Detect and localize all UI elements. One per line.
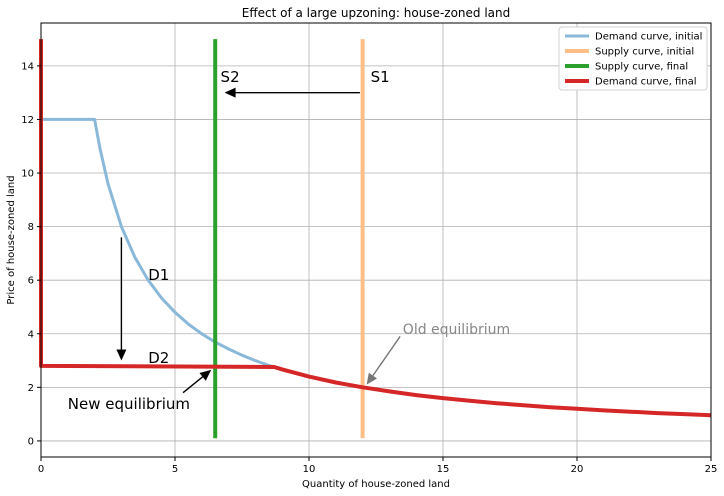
legend: Demand curve, initial Supply curve, initi…	[558, 26, 708, 91]
arrow-shaft-4	[372, 336, 401, 377]
legend-label-demand-curve-initial: Demand curve, initial	[595, 32, 702, 43]
x-tick-label: 0	[38, 464, 44, 475]
y-tick-label: 14	[21, 61, 34, 72]
arrow-shaft-3	[182, 376, 204, 394]
legend-box	[558, 26, 708, 91]
series-line-demand-curve-initial	[41, 117, 278, 369]
x-tick-label: 10	[303, 464, 316, 475]
series-line-demand-curve-final	[39, 39, 712, 418]
arrow-head-3	[199, 369, 212, 381]
legend-label-supply-curve-final: Supply curve, final	[595, 62, 688, 73]
plot-frame	[40, 22, 712, 458]
x-tick-label: 25	[705, 464, 718, 475]
annotation-new-equilibrium: New equilibrium	[68, 395, 190, 413]
annotation-s1: S1	[371, 68, 390, 86]
y-tick-label: 12	[21, 115, 34, 126]
y-tick-label: 4	[28, 329, 34, 340]
annotation-d2: D2	[148, 349, 169, 367]
ticks: 0 5 10 15 20 25 0 2 4 6 8 10 12 14	[21, 61, 717, 475]
x-tick-label: 5	[172, 464, 178, 475]
y-axis-label: Price of house-zoned land	[6, 175, 17, 304]
annotation-s2: S2	[221, 68, 240, 86]
legend-label-supply-curve-initial: Supply curve, initial	[595, 47, 694, 58]
arrow-head-1	[224, 87, 236, 98]
legend-label-demand-curve-final: Demand curve, final	[595, 77, 697, 88]
annotation-layer: S1 S2 D1 D2 New equilibrium Old equilibrium	[68, 68, 510, 413]
y-tick-label: 10	[21, 169, 34, 180]
x-axis-label: Quantity of house-zoned land	[302, 479, 450, 490]
chart-title: Effect of a large upzoning: house-zoned …	[242, 6, 511, 20]
arrow-head-4	[366, 372, 378, 385]
arrow-head-2	[116, 349, 127, 361]
y-tick-label: 8	[28, 222, 34, 233]
series-layer	[39, 39, 712, 439]
annotation-old-equilibrium: Old equilibrium	[403, 322, 510, 338]
y-tick-label: 2	[28, 383, 34, 394]
x-tick-label: 20	[571, 464, 584, 475]
y-tick-label: 0	[28, 436, 34, 447]
grid	[40, 23, 712, 457]
annotation-d1: D1	[148, 266, 169, 284]
y-tick-label: 6	[28, 276, 34, 287]
x-tick-label: 15	[437, 464, 450, 475]
